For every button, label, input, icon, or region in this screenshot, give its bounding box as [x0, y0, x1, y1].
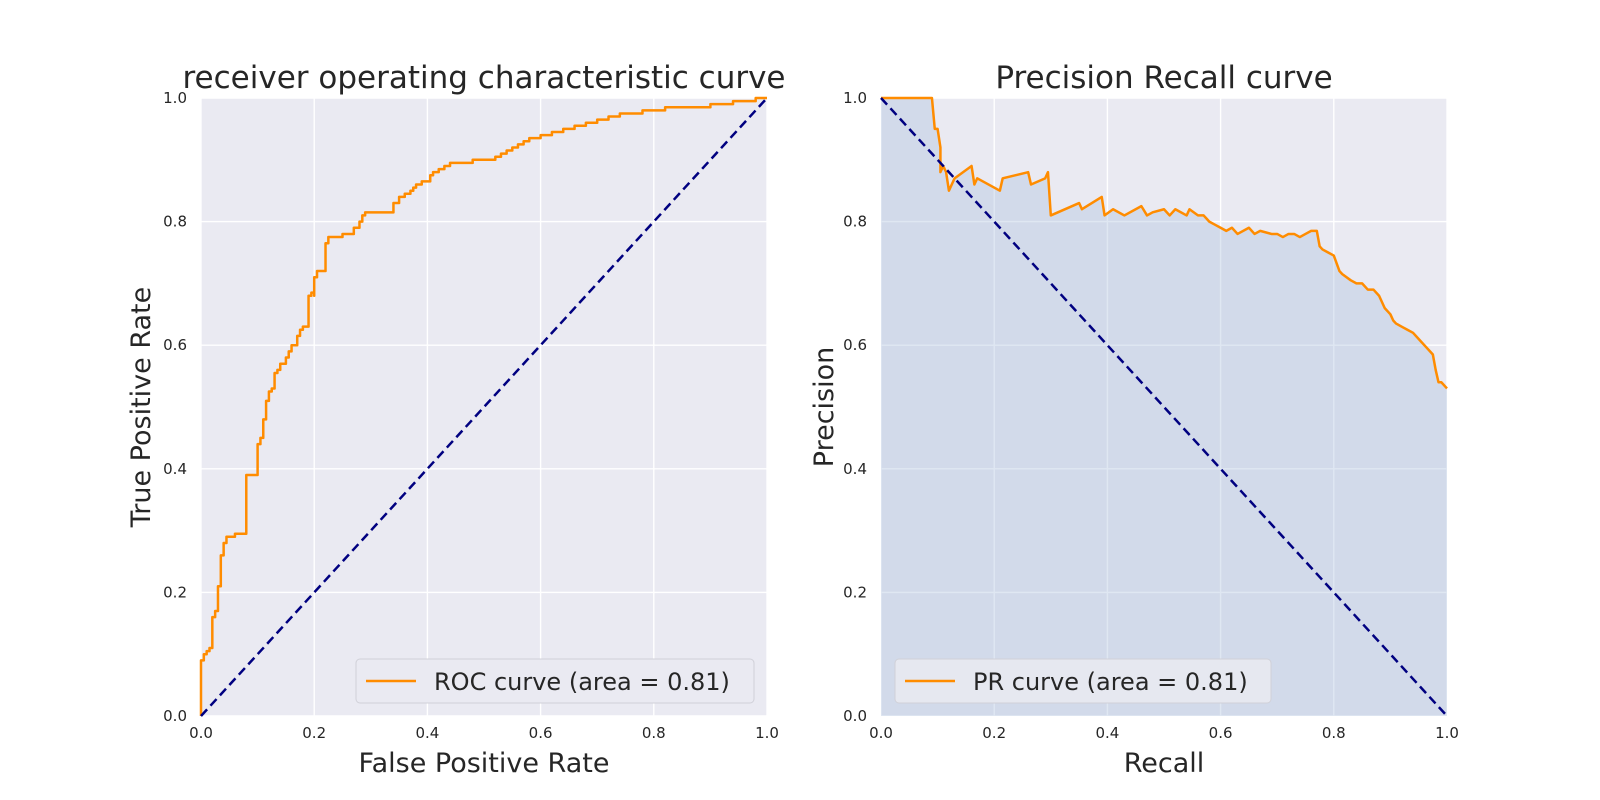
pr-x-tick-label: 0.6	[1209, 724, 1233, 742]
roc-legend-box	[355, 658, 755, 704]
roc-curves	[199, 96, 768, 717]
roc-curve-line	[199, 96, 767, 716]
roc-chart-panel: 0.0 0.2 0.4 0.6 0.8 1.0 0.0 0.2 0.4 0.6 0.8 1.0 re…	[126, 60, 786, 779]
pr-x-ticks: 0.0 0.2 0.4 0.6 0.8 1.0	[869, 724, 1459, 742]
pr-y-ticks: 0.0 0.2 0.4 0.6 0.8 1.0	[843, 89, 867, 725]
pr-x-tick-label: 1.0	[1435, 724, 1459, 742]
roc-y-tick-label: 0.0	[163, 707, 187, 725]
pr-area-fill	[881, 98, 1447, 716]
pr-y-tick-label: 0.2	[843, 583, 867, 601]
roc-gridlines	[200, 97, 768, 717]
roc-x-axis-label: False Positive Rate	[359, 748, 610, 779]
pr-legend-box	[894, 658, 1272, 704]
roc-x-ticks: 0.0 0.2 0.4 0.6 0.8 1.0	[189, 724, 779, 742]
pr-y-tick-label: 0.4	[843, 460, 867, 478]
pr-legend: PR curve (area = 0.81)	[894, 658, 1272, 704]
pr-x-tick-label: 0.0	[869, 724, 893, 742]
roc-x-tick-label: 1.0	[755, 724, 779, 742]
pr-legend-label: PR curve (area = 0.81)	[973, 668, 1248, 696]
roc-y-tick-label: 0.6	[163, 336, 187, 354]
roc-y-tick-label: 0.8	[163, 213, 187, 231]
roc-x-tick-label: 0.0	[189, 724, 213, 742]
pr-x-tick-label: 0.4	[1095, 724, 1119, 742]
roc-y-tick-label: 0.4	[163, 460, 187, 478]
pr-gridlines	[880, 97, 1448, 717]
roc-x-tick-label: 0.2	[302, 724, 326, 742]
pr-y-tick-label: 0.6	[843, 336, 867, 354]
roc-legend: ROC curve (area = 0.81)	[355, 658, 755, 704]
roc-legend-label: ROC curve (area = 0.81)	[434, 668, 730, 696]
pr-curve-line	[881, 96, 1448, 390]
pr-x-axis-label: Recall	[1124, 748, 1205, 779]
roc-y-tick-label: 1.0	[163, 89, 187, 107]
roc-y-ticks: 0.0 0.2 0.4 0.6 0.8 1.0	[163, 89, 187, 725]
roc-x-tick-label: 0.6	[529, 724, 553, 742]
pr-x-tick-label: 0.8	[1322, 724, 1346, 742]
roc-plot-area	[201, 98, 767, 716]
pr-chart-title: Precision Recall curve	[995, 60, 1332, 96]
pr-y-axis-label: Precision	[809, 347, 840, 467]
pr-chart-panel: 0.0 0.2 0.4 0.6 0.8 1.0 0.0 0.2 0.4 0.6 0.8 1.0 Pr…	[809, 60, 1459, 779]
roc-y-axis-label: True Positive Rate	[126, 287, 157, 529]
pr-y-tick-label: 0.0	[843, 707, 867, 725]
pr-curves	[880, 96, 1448, 717]
pr-y-tick-label: 0.8	[843, 213, 867, 231]
roc-y-tick-label: 0.2	[163, 583, 187, 601]
roc-chart-title: receiver operating characteristic curve	[182, 60, 785, 96]
pr-y-tick-label: 1.0	[843, 89, 867, 107]
pr-plot-area	[881, 98, 1447, 716]
roc-x-tick-label: 0.8	[642, 724, 666, 742]
pr-x-tick-label: 0.2	[982, 724, 1006, 742]
roc-x-tick-label: 0.4	[415, 724, 439, 742]
